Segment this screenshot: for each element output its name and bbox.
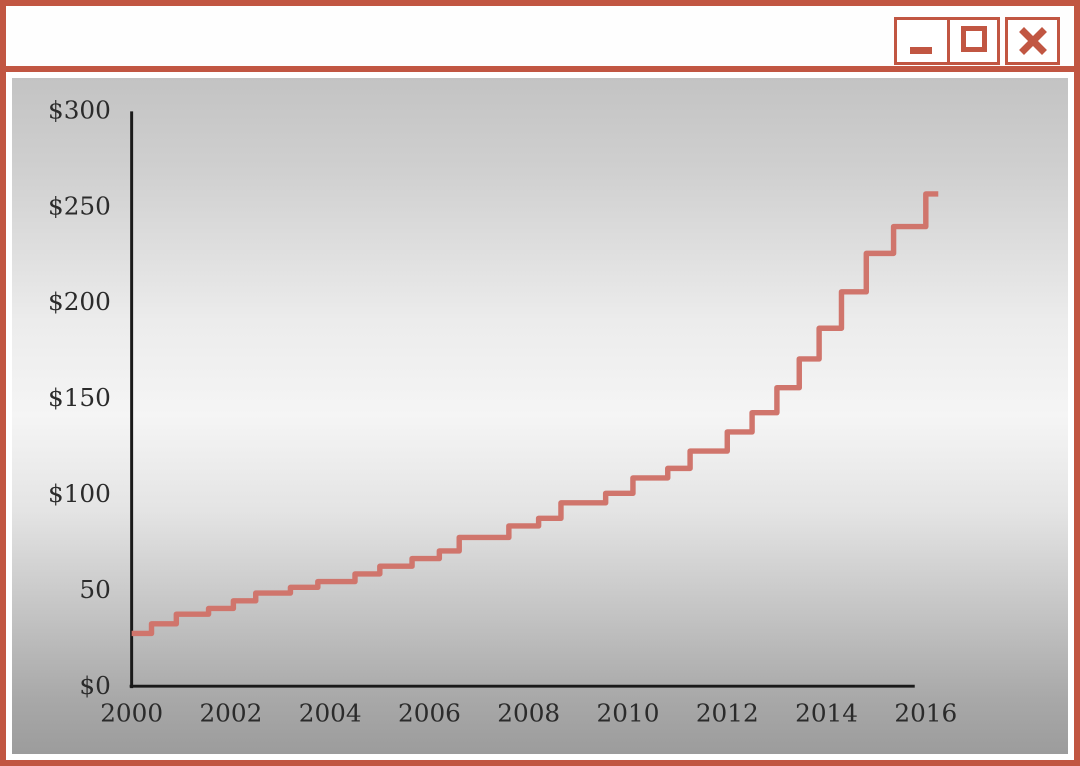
minimize-icon bbox=[910, 47, 932, 54]
x-tick-label: 2008 bbox=[497, 699, 560, 728]
close-button[interactable] bbox=[1005, 17, 1060, 65]
close-icon bbox=[1018, 27, 1047, 55]
x-tick-label: 2006 bbox=[398, 699, 461, 728]
minimize-button[interactable] bbox=[894, 17, 950, 65]
maximize-button[interactable] bbox=[947, 17, 1000, 65]
titlebar[interactable] bbox=[6, 6, 1074, 72]
x-tick-label: 2016 bbox=[894, 699, 957, 728]
x-tick-label: 2002 bbox=[199, 699, 262, 728]
y-tick-label: $250 bbox=[48, 191, 111, 220]
x-tick-label: 2000 bbox=[100, 699, 163, 728]
y-tick-label: $100 bbox=[48, 479, 111, 508]
min-max-button-group bbox=[894, 17, 1000, 65]
window-controls bbox=[894, 17, 1060, 65]
x-tick-label: 2010 bbox=[597, 699, 660, 728]
maximize-icon bbox=[960, 26, 987, 52]
x-tick-label: 2004 bbox=[299, 699, 362, 728]
y-tick-label: 50 bbox=[79, 575, 110, 604]
x-tick-label: 2012 bbox=[696, 699, 759, 728]
x-tick-label: 2014 bbox=[795, 699, 858, 728]
y-tick-label: $150 bbox=[48, 383, 111, 412]
y-tick-label: $200 bbox=[48, 287, 111, 316]
price-step-line bbox=[131, 191, 939, 637]
y-tick-label: $300 bbox=[48, 95, 111, 124]
chart-area: $300 $250 $200 $150 $100 50 $0 2000 2002 2004 2006… bbox=[12, 78, 1068, 754]
y-tick-label: $0 bbox=[79, 671, 110, 700]
